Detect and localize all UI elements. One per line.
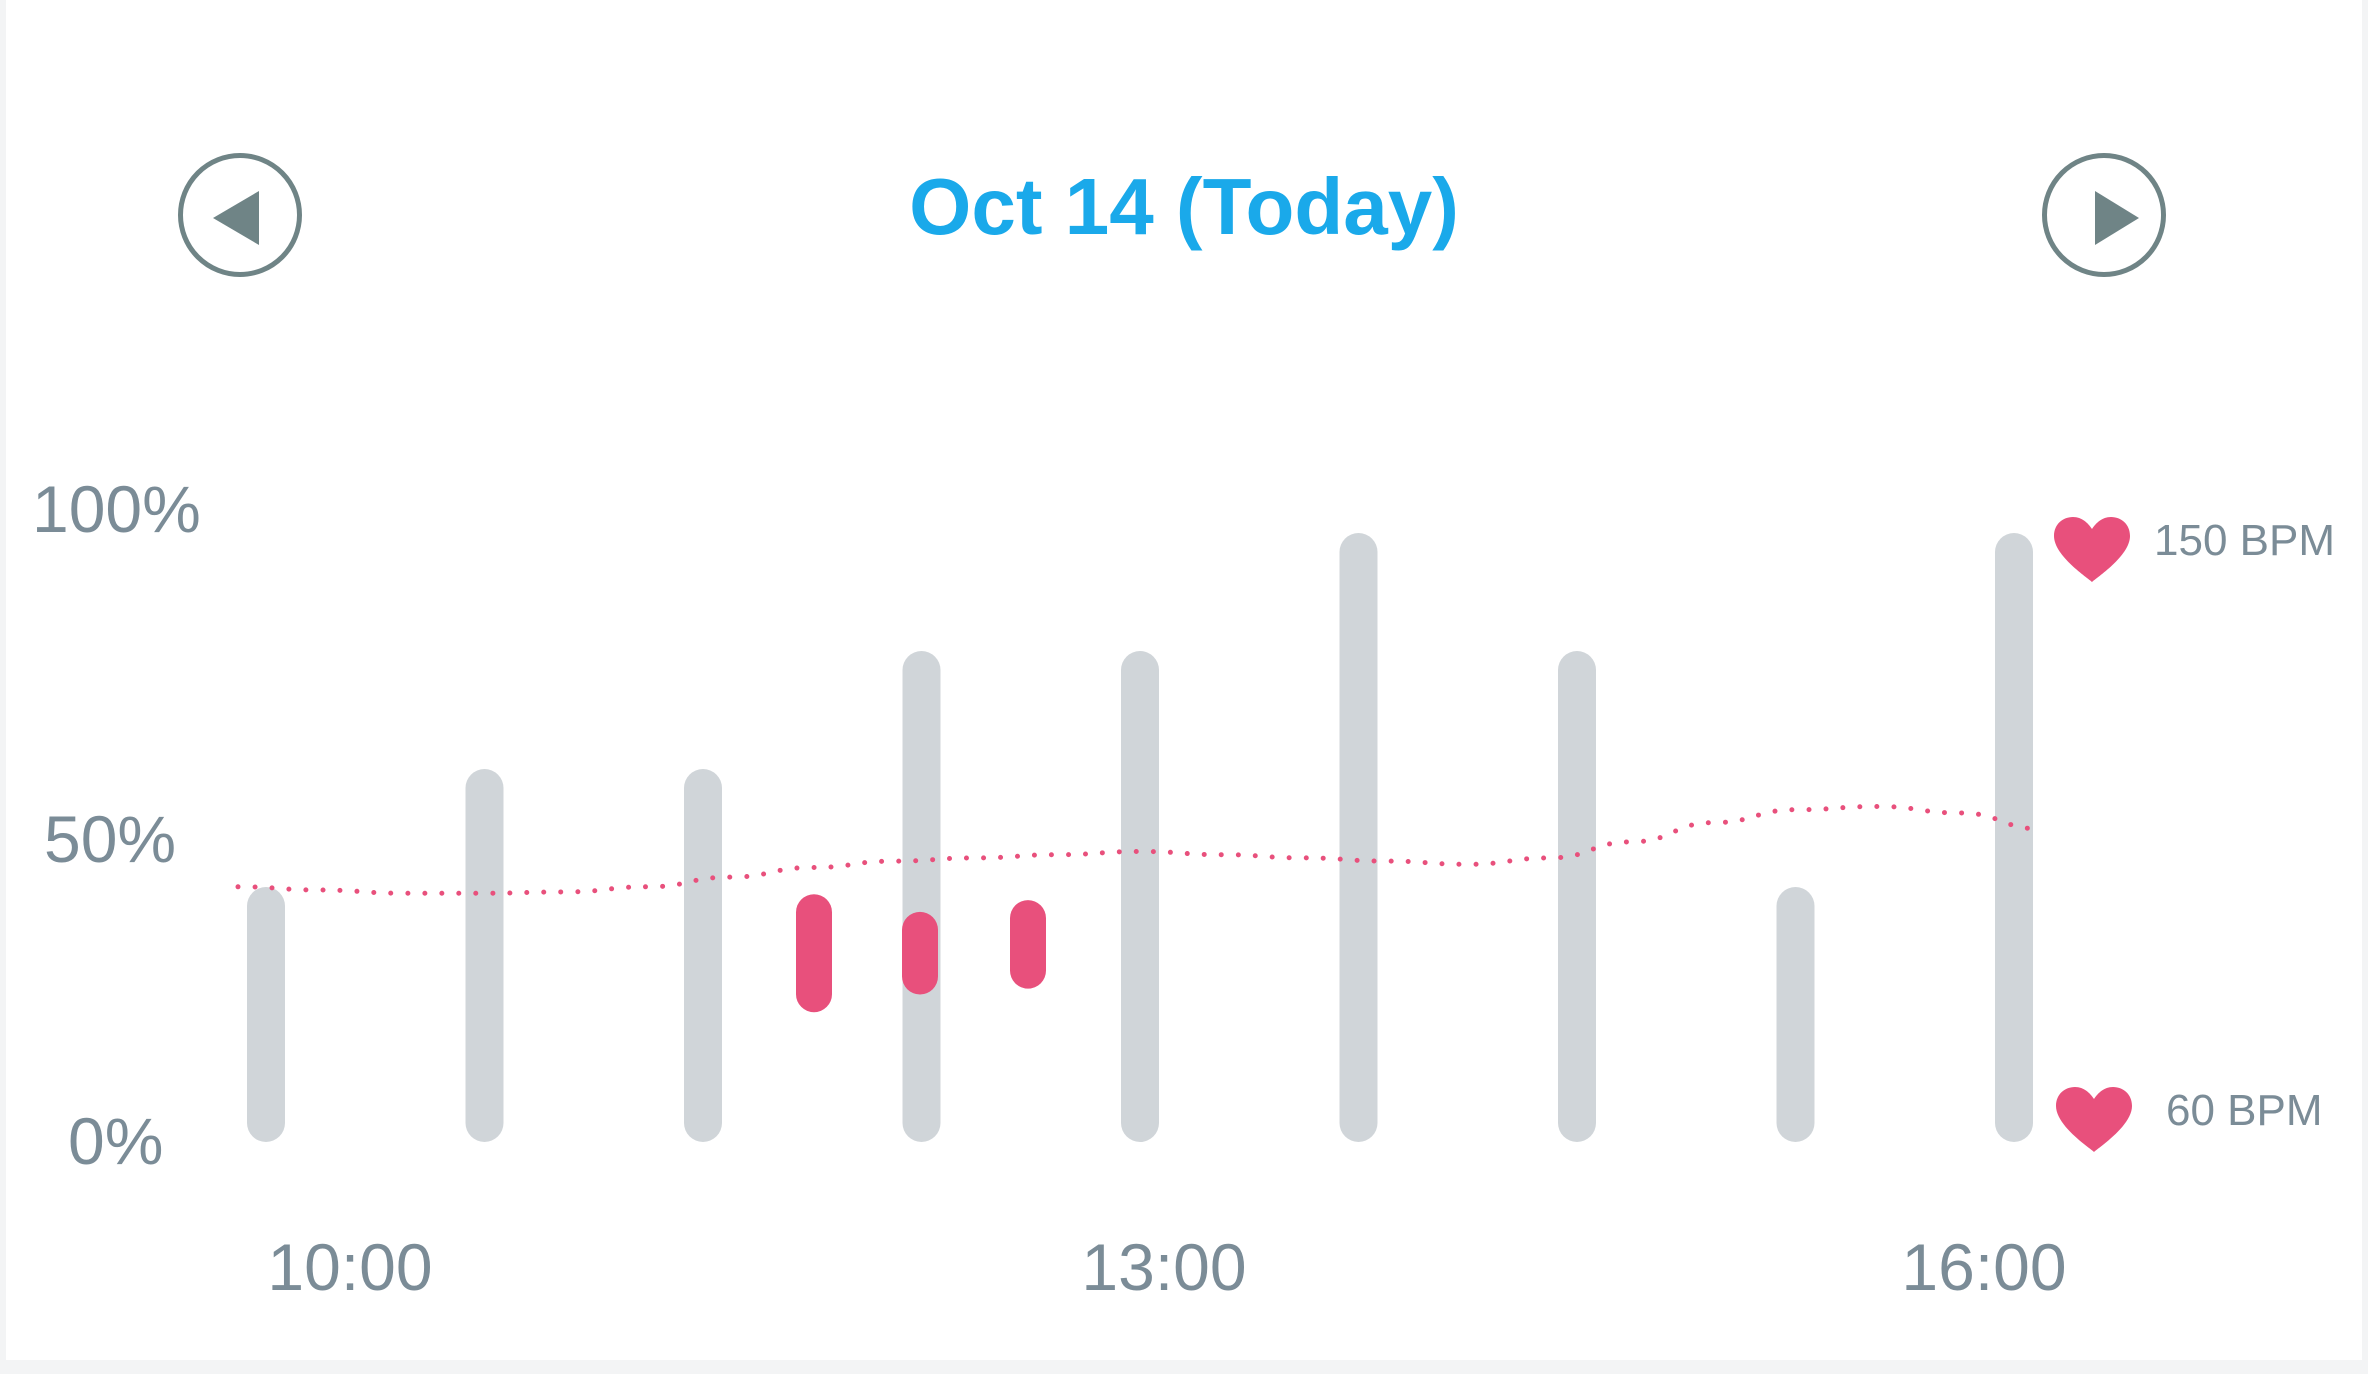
activity-bar [1340, 533, 1378, 1142]
activity-bar [1121, 651, 1159, 1142]
activity-bar [1995, 533, 2033, 1142]
heart-rate-card: Oct 14 (Today) 100% 50% 0% 10:00 13:00 1… [6, 0, 2362, 1360]
min-bpm-label: 60 BPM [2166, 1086, 2323, 1136]
activity-bar [903, 651, 941, 1142]
activity-bar [1558, 651, 1596, 1142]
heart-rate-segment [902, 912, 938, 995]
max-bpm-label: 150 BPM [2154, 516, 2335, 566]
activity-chart [6, 0, 2362, 1360]
heart-rate-segment [1010, 900, 1046, 989]
heart-icon [2052, 1084, 2136, 1156]
activity-bar [247, 887, 285, 1142]
x-tick-label: 10:00 [200, 1232, 500, 1302]
heart-rate-segment [796, 894, 832, 1012]
x-tick-label: 13:00 [1014, 1232, 1314, 1302]
activity-bar [466, 769, 504, 1142]
heart-icon [2050, 514, 2134, 586]
x-tick-label: 16:00 [1834, 1232, 2134, 1302]
activity-bar [684, 769, 722, 1142]
activity-bar [1777, 887, 1815, 1142]
